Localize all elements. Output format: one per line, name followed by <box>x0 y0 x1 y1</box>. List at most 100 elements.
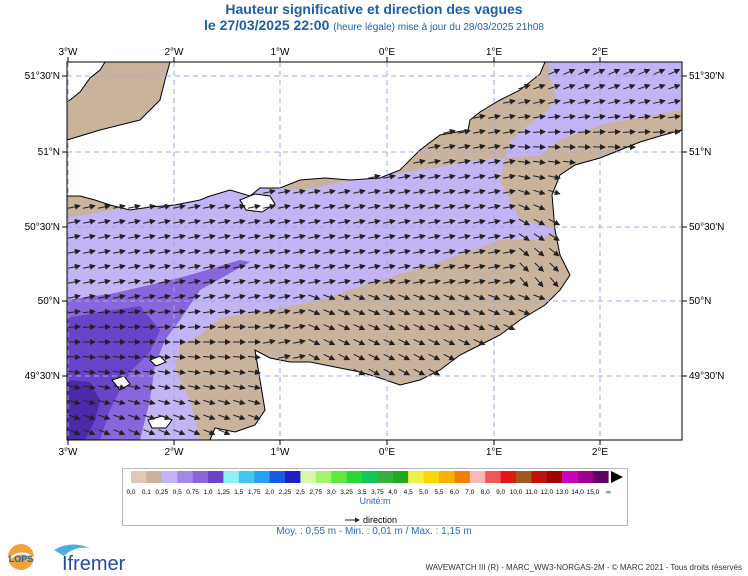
legend-swatch <box>362 471 378 483</box>
direction-arrow <box>173 248 186 255</box>
direction-arrow <box>503 173 516 180</box>
legend-swatch <box>469 471 486 483</box>
direction-arrow <box>368 248 381 255</box>
direction-arrow <box>127 323 141 330</box>
direction-arrow <box>278 263 291 270</box>
direction-arrow <box>473 248 486 255</box>
direction-arrow <box>443 173 456 180</box>
direction-arrow <box>353 278 366 285</box>
direction-arrow <box>158 399 171 406</box>
direction-arrow <box>473 128 486 135</box>
direction-arrow <box>323 203 336 210</box>
legend-label: 12,0 <box>540 489 553 496</box>
direction-arrow <box>112 369 126 376</box>
direction-arrow <box>653 83 666 90</box>
direction-arrow <box>142 308 156 315</box>
direction-arrow <box>248 414 261 421</box>
direction-arrow <box>398 263 411 270</box>
direction-arrow <box>443 158 456 165</box>
direction-arrow <box>203 248 216 255</box>
legend-overflow-arrow <box>611 471 623 483</box>
direction-arrow <box>638 68 651 75</box>
legend-label: 0,75 <box>186 489 199 496</box>
direction-arrow <box>548 68 561 75</box>
direction-arrow <box>187 308 201 315</box>
direction-arrow <box>113 203 126 210</box>
direction-arrow <box>353 263 366 270</box>
direction-arrow <box>233 293 246 300</box>
legend-label: 2,5 <box>296 489 305 496</box>
direction-arrow <box>488 278 501 285</box>
direction-arrow <box>67 354 81 361</box>
direction-arrow <box>548 233 560 241</box>
legend-swatch <box>208 471 224 483</box>
direction-arrow <box>142 354 156 361</box>
direction-arrow <box>443 188 456 195</box>
legend-swatch <box>516 471 532 483</box>
direction-arrow <box>368 338 381 346</box>
direction-arrow <box>323 294 336 301</box>
direction-arrow <box>308 338 321 346</box>
direction-arrow <box>278 353 291 360</box>
direction-arrow <box>413 173 426 180</box>
direction-arrow <box>142 369 156 376</box>
direction-arrow <box>473 173 486 180</box>
direction-arrow <box>172 308 186 315</box>
direction-arrow <box>428 353 441 361</box>
direction-arrow <box>173 203 186 210</box>
direction-arrow <box>413 309 426 316</box>
direction-arrow <box>233 414 246 421</box>
direction-arrow <box>98 414 111 421</box>
direction-arrow <box>517 128 531 135</box>
direction-arrow <box>158 263 171 270</box>
direction-arrow <box>278 308 291 315</box>
direction-arrow <box>172 323 186 330</box>
direction-arrow <box>338 233 351 240</box>
direction-arrow <box>518 98 531 105</box>
direction-arrow <box>638 98 651 105</box>
legend-label: 4,0 <box>388 489 397 496</box>
direction-arrow <box>323 309 336 316</box>
direction-arrow <box>443 233 456 240</box>
direction-arrow <box>188 218 201 225</box>
direction-arrow <box>338 218 351 225</box>
direction-arrow <box>503 113 516 120</box>
direction-arrow <box>547 113 561 120</box>
direction-arrow <box>622 128 636 135</box>
direction-arrow <box>143 203 156 210</box>
direction-arrow <box>518 309 531 316</box>
direction-arrow <box>548 189 561 196</box>
direction-arrow <box>503 294 516 301</box>
direction-arrow <box>398 278 411 285</box>
direction-arrow <box>218 218 231 225</box>
lon-label-top: 1°E <box>486 47 503 58</box>
direction-arrow <box>549 247 560 257</box>
direction-arrow <box>308 263 321 270</box>
lon-label-top: 2°E <box>592 47 609 58</box>
direction-arrow <box>293 233 306 240</box>
lon-label-top: 0°E <box>379 47 396 58</box>
direction-arrow <box>323 218 336 225</box>
direction-arrow <box>519 247 530 257</box>
legend-swatch <box>562 471 578 483</box>
direction-arrow <box>203 429 216 436</box>
direction-arrow <box>187 369 201 376</box>
lon-label-bottom: 1°E <box>486 447 503 458</box>
direction-arrow <box>323 263 336 270</box>
direction-arrow <box>278 203 291 210</box>
direction-arrow <box>398 248 411 255</box>
direction-arrow <box>323 338 336 346</box>
lon-label-bottom: 0°E <box>379 447 396 458</box>
lon-label-bottom: 3°W <box>59 447 79 458</box>
direction-arrow <box>383 248 396 255</box>
direction-arrow <box>488 113 501 120</box>
legend-swatch <box>131 471 147 483</box>
direction-arrow <box>398 294 411 301</box>
legend-swatch <box>531 471 547 483</box>
direction-arrow <box>458 188 471 195</box>
legend-label: 3,25 <box>340 489 353 496</box>
legend-label: 1,75 <box>248 489 261 496</box>
direction-arrow <box>592 128 606 135</box>
lat-label-left: 51°N <box>38 147 60 158</box>
direction-arrow <box>534 247 545 257</box>
